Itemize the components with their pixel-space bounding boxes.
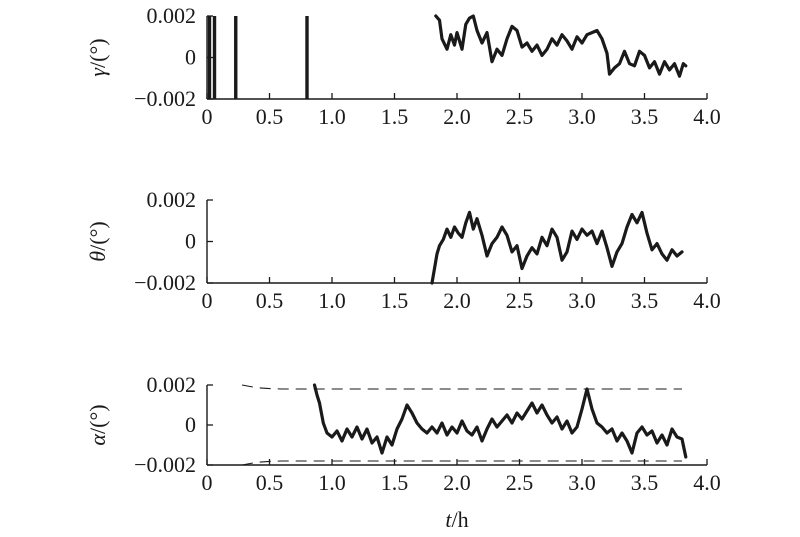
x-tick-label: 2.5: [506, 470, 534, 495]
bound-line-upper: [241, 384, 682, 390]
bound-line-lower: [241, 460, 682, 466]
chart-panel-2: 0 0.5 1.0 1.5 2.0 2.5 3.0 3.5 4.00.0020−0.002θ/(…: [85, 187, 721, 313]
x-tick-label: 2.5: [506, 104, 534, 129]
x-tick-label: 3.0: [568, 470, 596, 495]
x-tick-label: 0: [202, 470, 213, 495]
x-tick-label: 0: [202, 288, 213, 313]
x-tick-label: 2.0: [443, 288, 471, 313]
x-tick-label: 3.5: [631, 470, 659, 495]
y-axis-label: θ/(°): [85, 221, 110, 261]
x-tick-label: 3.0: [568, 288, 596, 313]
y-axis-label: α/(°): [85, 404, 110, 445]
x-tick-label: 2.0: [443, 470, 471, 495]
x-tick-label: 4.0: [693, 104, 721, 129]
y-tick-label: −0.002: [134, 452, 196, 477]
chart-panel-3: 0 0.5 1.0 1.5 2.0 2.5 3.0 3.5 4.00.0020−0.002α/(…: [85, 372, 721, 532]
y-axis-symbol: γ: [85, 67, 110, 77]
y-axis-symbol: θ: [85, 251, 110, 262]
y-axis-unit: /(°): [85, 221, 110, 251]
x-tick-label: 0: [202, 104, 213, 129]
x-tick-label: 2.5: [506, 288, 534, 313]
x-axis-symbol: t: [445, 507, 452, 532]
x-tick-label: 4.0: [693, 470, 721, 495]
y-tick-label: −0.002: [134, 86, 196, 111]
data-line: [312, 383, 688, 459]
x-tick-label: 1.5: [381, 470, 409, 495]
y-tick-label: 0: [185, 412, 196, 437]
y-tick-label: 0.002: [147, 372, 197, 397]
x-tick-label: 2.0: [443, 104, 471, 129]
x-tick-label: 1.0: [318, 104, 346, 129]
x-tick-label: 0.5: [256, 104, 284, 129]
x-tick-label: 3.5: [631, 288, 659, 313]
x-tick-label: 0.5: [256, 288, 284, 313]
y-axis-unit: /(°): [85, 404, 110, 434]
y-tick-label: 0: [185, 45, 196, 70]
y-axis-label: γ/(°): [85, 38, 110, 76]
y-tick-label: 0.002: [147, 3, 197, 28]
x-tick-label: 3.5: [631, 104, 659, 129]
chart-panel-1: 0 0.5 1.0 1.5 2.0 2.5 3.0 3.5 4.00.0020−0.002γ/(…: [85, 3, 721, 129]
y-tick-label: 0.002: [147, 187, 197, 212]
y-axis-unit: /(°): [85, 38, 110, 68]
x-tick-label: 1.5: [381, 104, 409, 129]
y-tick-label: 0: [185, 229, 196, 254]
x-tick-label: 4.0: [693, 288, 721, 313]
x-tick-label: 1.0: [318, 288, 346, 313]
x-tick-label: 3.0: [568, 104, 596, 129]
data-line: [434, 14, 688, 78]
x-axis-label: t/h: [445, 507, 468, 532]
x-tick-label: 1.5: [381, 288, 409, 313]
data-line: [430, 210, 684, 285]
y-axis-symbol: α: [85, 434, 110, 446]
x-axis-unit: /h: [452, 507, 469, 532]
x-tick-label: 0.5: [256, 470, 284, 495]
y-tick-label: −0.002: [134, 270, 196, 295]
x-tick-label: 1.0: [318, 470, 346, 495]
